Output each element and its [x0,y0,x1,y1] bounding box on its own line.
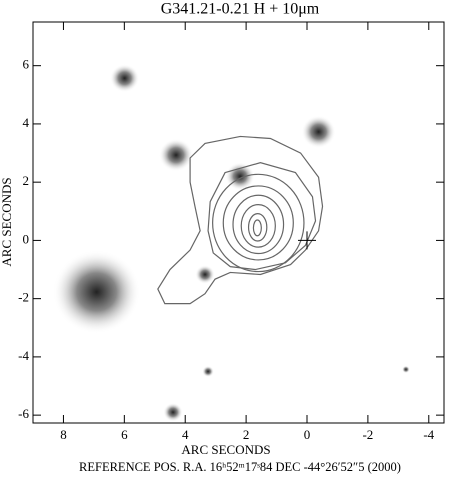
source [195,265,215,284]
source [225,162,255,191]
y-tick-label: -4 [18,348,29,363]
y-tick-label: 2 [23,173,30,188]
x-tick-label: 8 [60,427,67,442]
x-axis-label: ARC SECONDS [181,442,270,457]
y-tick-label: -6 [18,406,29,421]
x-tick-label: 0 [304,427,311,442]
source [301,115,336,149]
source [402,365,410,374]
plot-layer [52,64,410,422]
contour [240,203,276,248]
contour [212,173,305,273]
y-tick-label: 0 [23,231,30,246]
y-tick-label: 6 [23,57,30,72]
source [163,402,183,422]
plot-frame [32,21,445,424]
x-tick-label: -4 [423,427,434,442]
contour [232,194,285,255]
source [52,250,141,334]
contour [157,135,324,305]
footer: REFERENCE POS. R.A. 16ʰ52ᵐ17ˢ84 DEC -44°… [79,460,401,474]
x-tick-label: 4 [182,427,189,442]
contour [247,213,268,242]
x-tick-label: 2 [243,427,250,442]
x-tick-label: 6 [121,427,128,442]
contour [252,219,262,237]
contour [222,185,294,261]
y-axis-label: ARC SECONDS [0,177,14,266]
y-tick-label: -2 [18,290,29,305]
x-tick-label: -2 [362,427,373,442]
source [202,365,214,378]
source [159,138,194,172]
chart-title: G341.21-0.21 H + 10μm [161,1,320,18]
source [110,64,140,93]
y-tick-label: 4 [23,115,30,130]
